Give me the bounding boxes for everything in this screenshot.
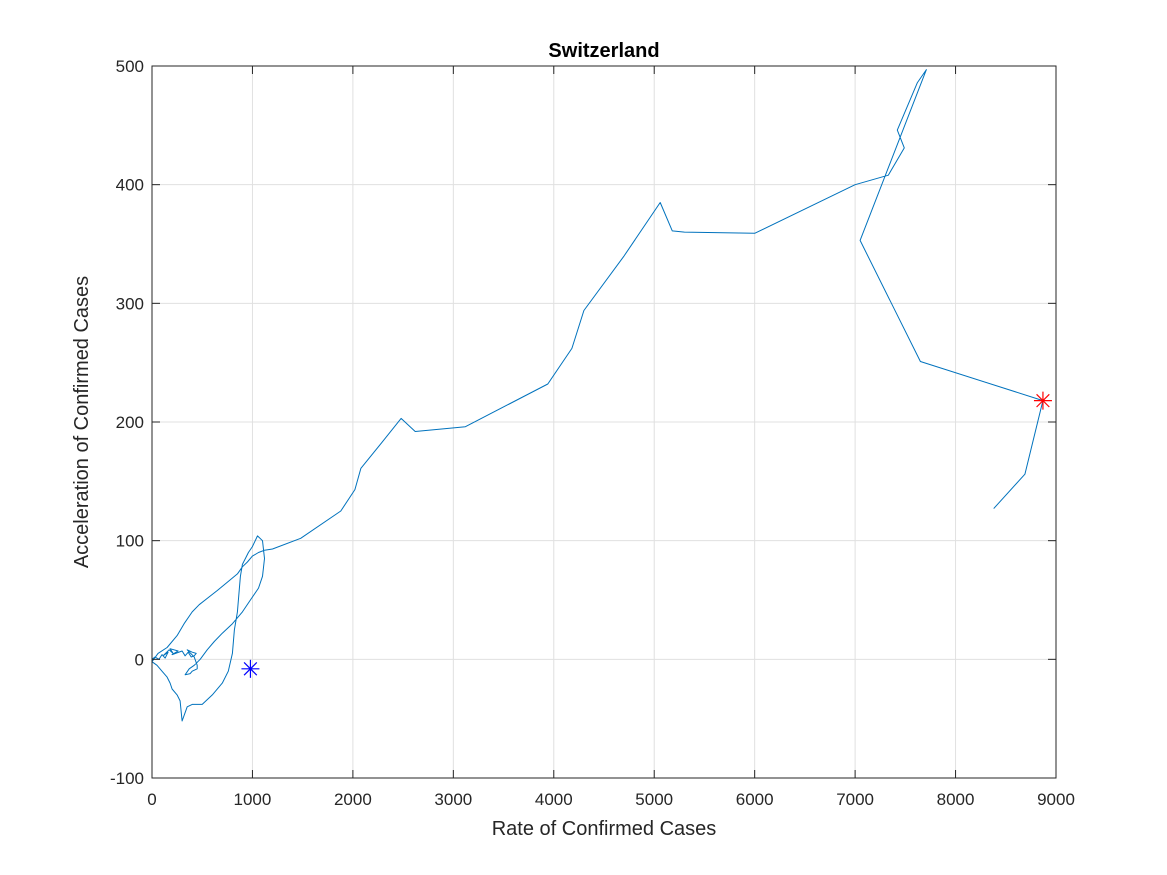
y-axis-label: Acceleration of Confirmed Cases: [71, 276, 93, 568]
y-tick-label: 100: [116, 532, 144, 551]
y-tick-label: 400: [116, 176, 144, 195]
ticks: 0 1000 2000 3000 4000 5000 6000 7000 8000 9000-10…: [110, 57, 1075, 809]
x-axis-label: Rate of Confirmed Cases: [492, 818, 717, 840]
chart-title: Switzerland: [548, 40, 659, 62]
y-tick-label: -100: [110, 769, 144, 788]
x-tick-label: 8000: [937, 790, 975, 809]
x-tick-label: 6000: [736, 790, 774, 809]
x-tick-label: 9000: [1037, 790, 1075, 809]
marker-stroke: [243, 662, 258, 676]
y-tick-label: 500: [116, 57, 144, 76]
y-tick-label: 200: [116, 413, 144, 432]
series-line: [151, 69, 1044, 722]
y-tick-label: 300: [116, 294, 144, 313]
x-tick-label: 4000: [535, 790, 573, 809]
start-marker: [241, 659, 260, 678]
end-marker: [1033, 391, 1052, 410]
x-tick-label: 0: [147, 790, 156, 809]
data-layer: [151, 69, 1052, 722]
x-tick-label: 1000: [234, 790, 272, 809]
x-tick-label: 5000: [635, 790, 673, 809]
x-tick-label: 2000: [334, 790, 372, 809]
marker-stroke: [1036, 393, 1050, 408]
x-tick-label: 7000: [836, 790, 874, 809]
y-tick-label: 0: [135, 650, 144, 669]
x-tick-label: 3000: [434, 790, 472, 809]
